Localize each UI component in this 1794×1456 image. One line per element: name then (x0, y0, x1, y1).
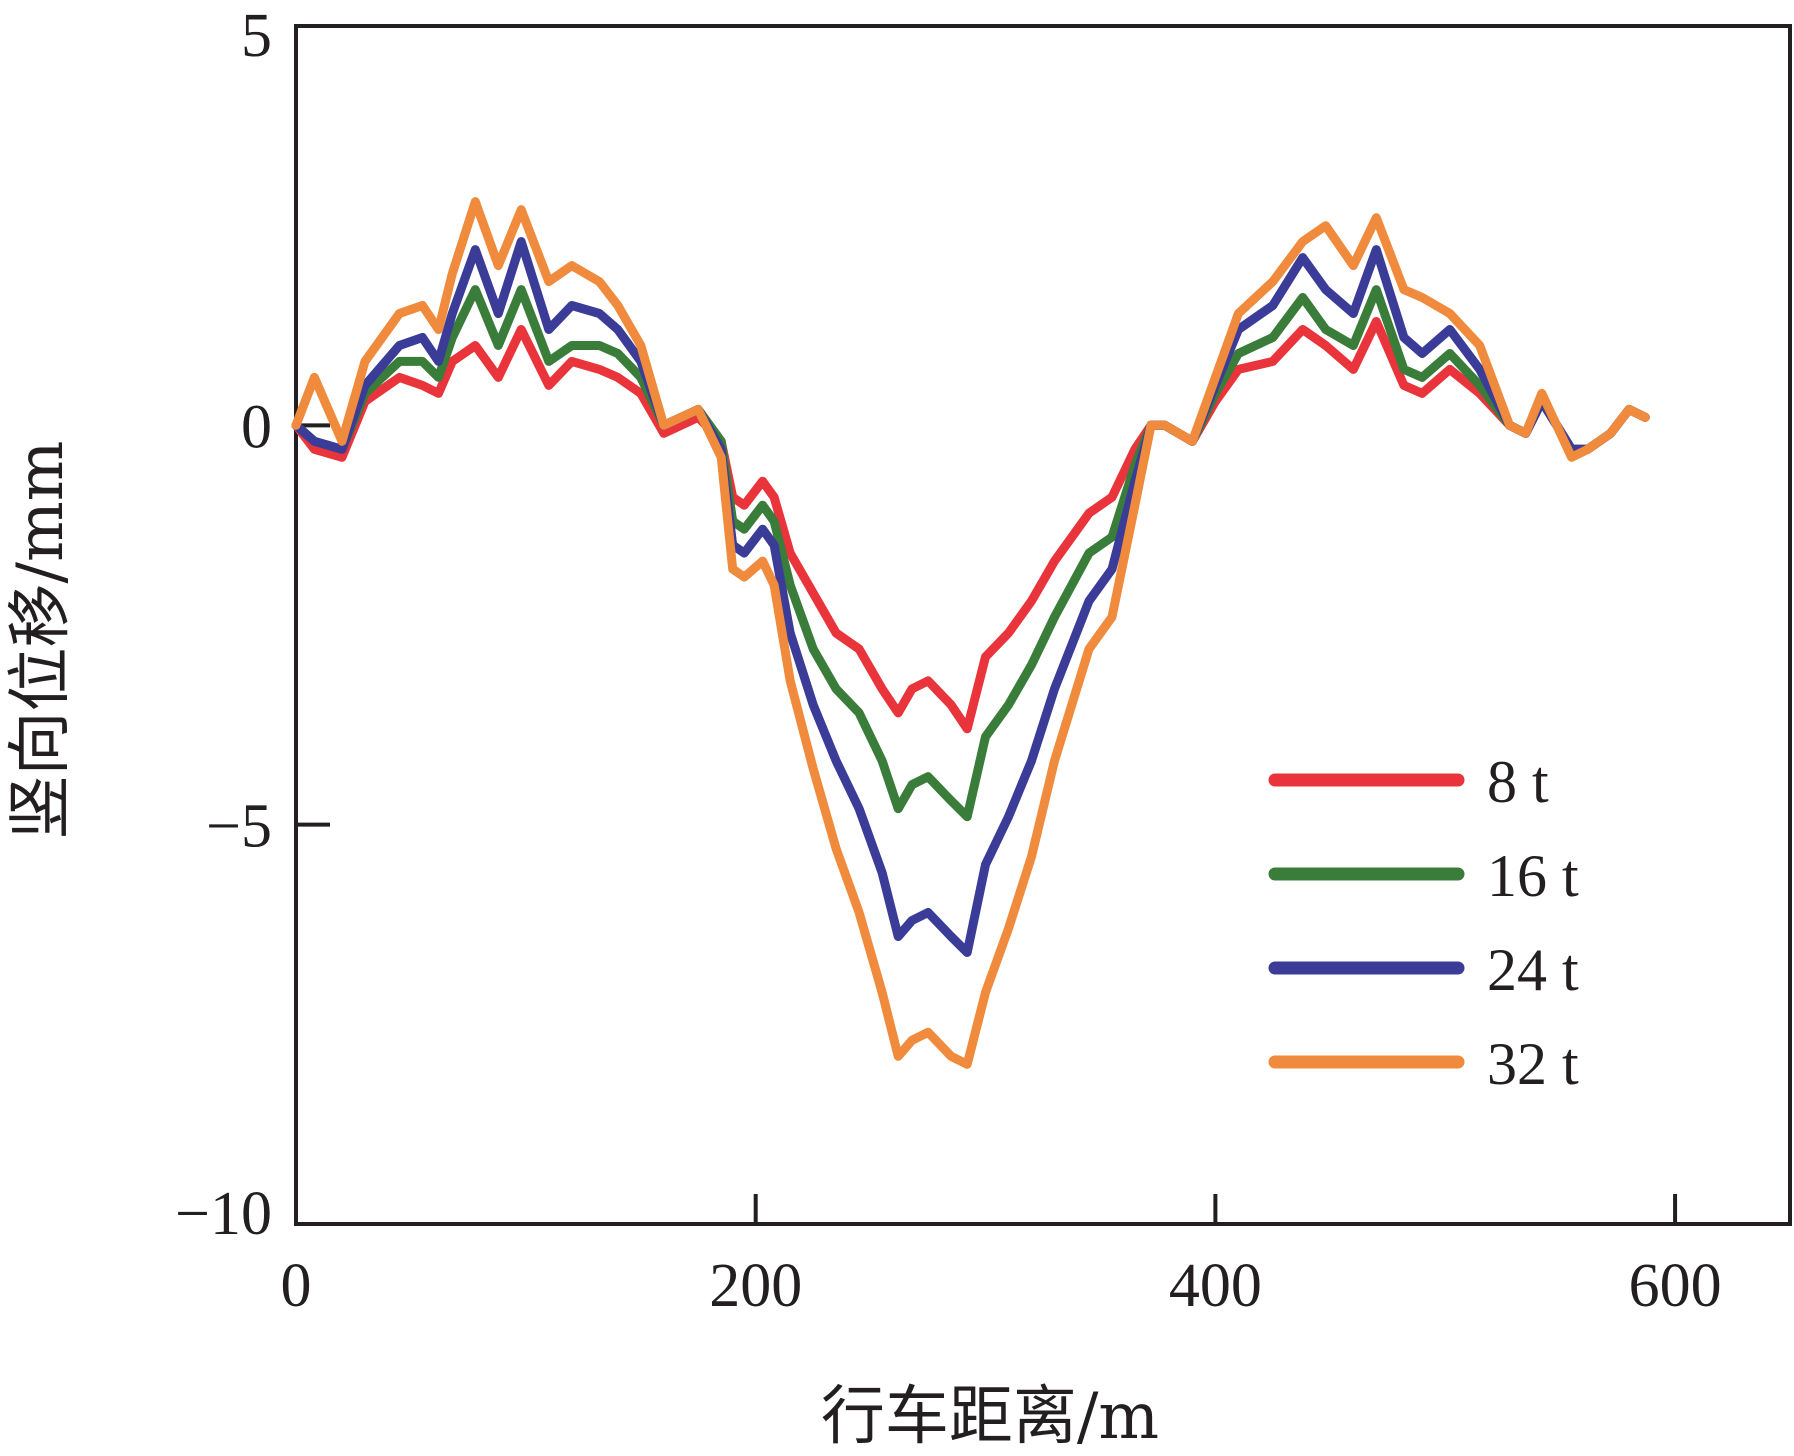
series-lines (291, 197, 1650, 1069)
series-line-16t (291, 285, 1650, 822)
tick-labels: 0 200 400 600 5 0 −5 −10 (175, 2, 1722, 1320)
legend: 8 t 16 t 24 t 32 t (1268, 749, 1579, 1097)
y-tick-label: −5 (206, 793, 272, 861)
x-axis-title: 行车距离/m (821, 1380, 1159, 1454)
x-tick-label: 600 (1629, 1252, 1722, 1320)
series-line-24t (291, 237, 1650, 957)
legend-label: 8 t (1487, 749, 1549, 815)
y-tick-label: 5 (241, 2, 272, 70)
legend-label: 32 t (1487, 1031, 1579, 1097)
x-tick-label: 400 (1169, 1252, 1262, 1320)
x-tick-label: 0 (281, 1252, 312, 1320)
axis-ticks (296, 423, 1678, 1224)
y-tick-label: 0 (241, 393, 272, 461)
legend-label: 16 t (1487, 843, 1579, 909)
series-line-8t (291, 317, 1650, 734)
legend-label: 24 t (1487, 937, 1579, 1003)
x-tick-label: 200 (709, 1252, 802, 1320)
y-axis-title: 竖向位移/mm (4, 441, 78, 840)
plot-frame (294, 24, 1792, 1226)
y-tick-label: −10 (175, 1180, 272, 1248)
series-line-32t (291, 197, 1650, 1069)
